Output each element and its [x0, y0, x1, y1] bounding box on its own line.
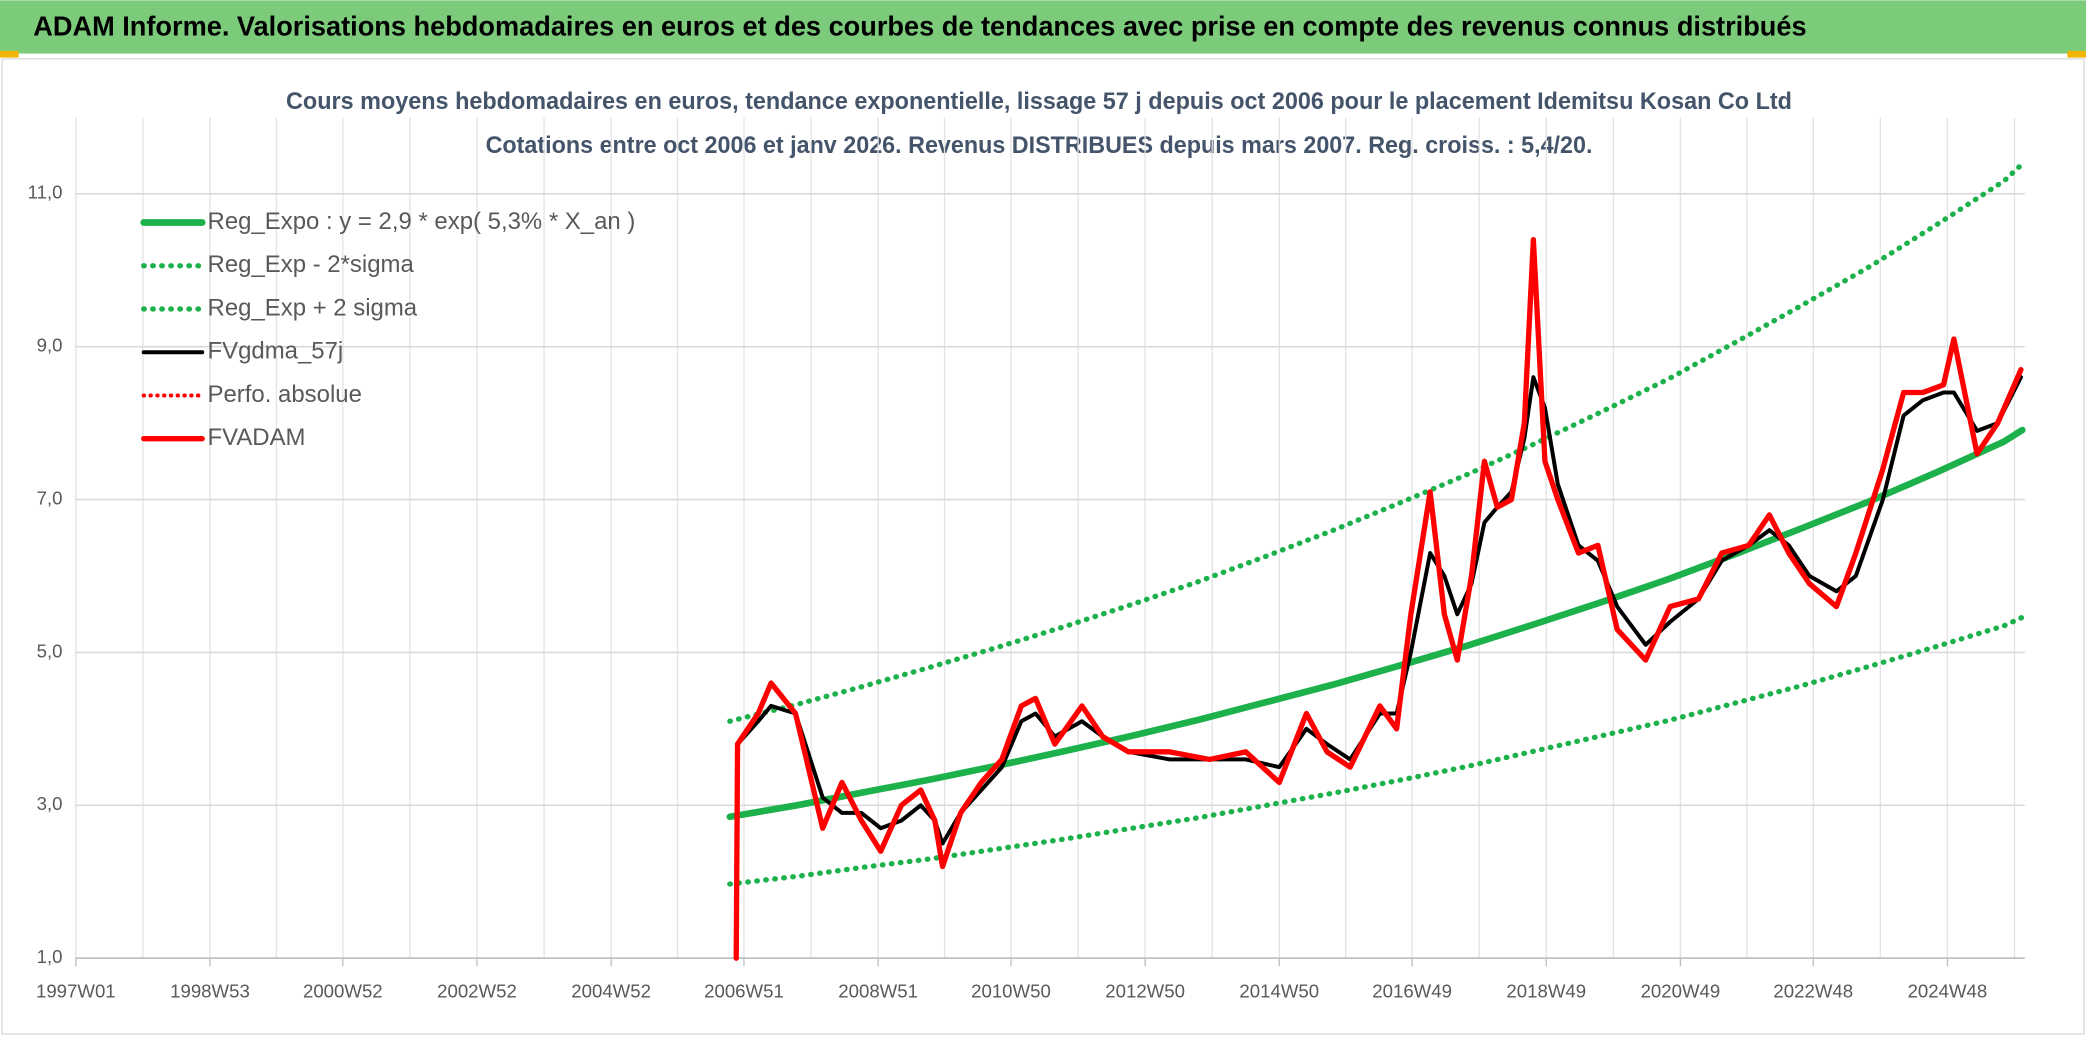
- header-accent: [2067, 50, 2086, 58]
- plot-area: 1997W01 1998W53 2000W52 2002W52 2004W52 2006W…: [28, 117, 2026, 1002]
- x-tick-label: 2016W49: [1372, 981, 1452, 1002]
- page-title: ADAM Informe. Valorisations hebdomadaire…: [33, 11, 1806, 42]
- y-tick-label: 1,0: [37, 946, 63, 967]
- x-tick-label: 2002W52: [437, 981, 517, 1002]
- chart-title: Cours moyens hebdomadaires en euros, ten…: [286, 88, 1792, 115]
- legend-label: Reg_Exp - 2*sigma: [208, 251, 415, 278]
- x-tick-label: 1997W01: [36, 981, 116, 1002]
- x-tick-label: 2000W52: [303, 981, 383, 1002]
- legend-label: FVgdma_57j: [208, 338, 344, 365]
- x-tick-label: 2006W51: [704, 981, 784, 1002]
- x-tick-label: 1998W53: [170, 981, 250, 1002]
- x-tick-label: 2022W48: [1773, 981, 1853, 1002]
- series-line: [727, 614, 2025, 887]
- y-tick-label: 5,0: [37, 640, 63, 661]
- y-tick-label: 9,0: [37, 335, 63, 356]
- y-tick-label: 11,0: [28, 182, 63, 203]
- x-tick-label: 2024W48: [1908, 981, 1988, 1002]
- chart-frame: [1, 58, 2085, 1035]
- legend-label: FVADAM: [208, 424, 306, 451]
- y-tick-label: 7,0: [37, 487, 63, 508]
- x-tick-label: 2018W49: [1506, 981, 1586, 1002]
- header-accent: [0, 50, 19, 58]
- x-tick-label: 2010W50: [971, 981, 1051, 1002]
- legend-label: Reg_Exp + 2 sigma: [208, 294, 418, 321]
- legend-label: Reg_Expo : y = 2,9 * exp( 5,3% * X_an ): [208, 208, 636, 235]
- series-line: [727, 161, 2025, 724]
- x-tick-label: 2014W50: [1239, 981, 1319, 1002]
- header-band: [0, 0, 2086, 54]
- series-line: [733, 236, 2024, 961]
- series-line: [726, 426, 2026, 821]
- x-tick-label: 2020W49: [1641, 981, 1721, 1002]
- x-tick-label: 2012W50: [1105, 981, 1185, 1002]
- y-tick-label: 3,0: [37, 793, 63, 814]
- legend-label: Perfo. absolue: [208, 381, 362, 408]
- x-tick-label: 2004W52: [571, 981, 651, 1002]
- chart-subtitle: Cotations entre oct 2006 et janv 2026. R…: [486, 132, 1593, 159]
- x-tick-label: 2008W51: [838, 981, 918, 1002]
